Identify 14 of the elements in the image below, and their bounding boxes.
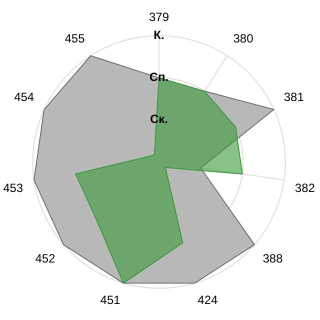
spoke-label: 381	[284, 90, 304, 104]
y-tick-label: К.	[154, 28, 164, 42]
spoke-label: 424	[198, 293, 218, 308]
spoke-label: 455	[64, 32, 86, 46]
y-tick-label: Сп.	[149, 70, 169, 84]
spoke-label: 388	[262, 251, 284, 266]
spoke-label: 382	[294, 181, 316, 196]
y-tick-label: Ск.	[150, 112, 168, 126]
spoke-label: 453	[3, 181, 24, 196]
spoke-label: 451	[100, 293, 121, 308]
spoke-label: 452	[35, 251, 56, 266]
spoke-label: 454	[14, 90, 34, 104]
spoke-label: 379	[148, 10, 170, 24]
spoke-label: 380	[233, 32, 254, 46]
